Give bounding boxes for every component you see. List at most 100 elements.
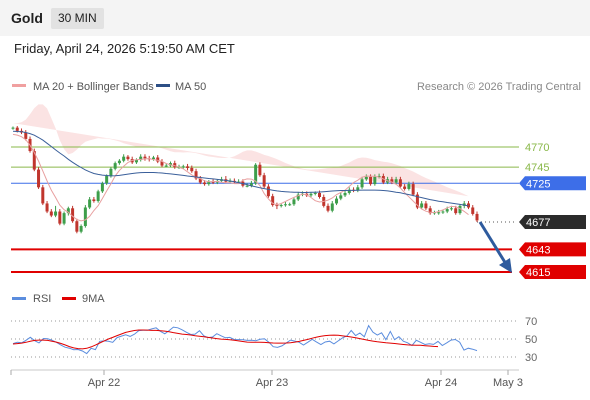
candle-body (58, 211, 62, 224)
candle-body (458, 205, 462, 214)
candle-body (398, 179, 402, 187)
candle-body (54, 211, 58, 216)
candle-body (190, 167, 194, 172)
candle-body (279, 205, 283, 207)
x-tick-label: Apr 22 (88, 377, 120, 389)
candle-body (317, 192, 321, 197)
candle-body (100, 183, 104, 192)
candle-body (330, 203, 334, 211)
level-label-4725: 4725 (526, 178, 550, 190)
candle-body (266, 186, 270, 197)
candle-body (92, 199, 96, 202)
candle-body (207, 181, 211, 185)
level-label-4745: 4745 (525, 162, 549, 174)
rsi-tick-70: 70 (525, 316, 537, 328)
bollinger-band (13, 104, 469, 197)
candle-body (32, 151, 36, 170)
candle-body (394, 179, 398, 183)
candle-body (75, 221, 79, 232)
rsi-ma-legend-swatch (62, 297, 76, 300)
candle-body (258, 164, 262, 176)
x-tick-label: May 3 (493, 377, 523, 389)
candle-body (262, 175, 266, 187)
rsi-legend-label: RSI (33, 293, 51, 305)
rsi-ma-line (12, 329, 439, 350)
candle-body (377, 176, 381, 178)
candle-body (407, 184, 411, 189)
chart-header: Gold 30 MIN (0, 0, 590, 36)
candle-body (211, 181, 215, 183)
rsi-legend-swatch (12, 297, 26, 300)
candle-body (83, 207, 87, 227)
candle-body (79, 226, 83, 232)
candle-body (420, 203, 424, 208)
candle-body (288, 204, 292, 206)
candle-body (11, 127, 15, 129)
ma50-legend-swatch (156, 84, 170, 87)
candle-body (164, 165, 168, 167)
candle-body (24, 132, 28, 139)
candle-body (198, 178, 202, 183)
candle-body (143, 156, 147, 159)
candle-body (271, 196, 275, 206)
candle-body (15, 127, 19, 131)
candle-body (134, 159, 138, 163)
candle-body (454, 208, 458, 214)
rsi-tick-50: 50 (525, 334, 537, 346)
candle-body (254, 164, 258, 184)
candle-body (449, 208, 453, 210)
ma20-line (12, 133, 469, 222)
candle-body (309, 193, 313, 196)
candle-body (88, 199, 92, 208)
candle-body (296, 194, 300, 200)
candle-body (139, 156, 143, 160)
ma20-legend-swatch (12, 84, 26, 87)
candle-body (313, 192, 317, 194)
candle-body (173, 163, 177, 168)
candle-body (275, 205, 279, 207)
candle-body (471, 207, 475, 214)
level-label-4615: 4615 (526, 267, 550, 279)
candle-body (428, 208, 432, 214)
candle-body (194, 171, 198, 179)
candle-body (335, 198, 339, 204)
candle-body (283, 204, 287, 206)
candle-body (390, 179, 394, 183)
candle-body (62, 213, 66, 224)
ma20-legend-label: MA 20 + Bollinger Bands (33, 81, 154, 93)
candle-body (117, 160, 121, 164)
timeframe-button[interactable]: 30 MIN (51, 8, 104, 29)
candle-body (41, 187, 45, 204)
projection-arrow-head (499, 258, 512, 273)
rsi-line (12, 324, 478, 355)
x-tick-label: Apr 23 (256, 377, 288, 389)
candle-body (45, 203, 49, 212)
level-tag-4677 (519, 215, 586, 229)
ma50-legend-label: MA 50 (175, 81, 206, 93)
candle-body (122, 156, 126, 161)
level-tag-4725 (519, 176, 586, 191)
candle-body (347, 189, 351, 193)
level-tag-4615 (519, 265, 586, 279)
candle-body (37, 169, 41, 188)
candle-body (403, 186, 407, 189)
rsi-tick-30: 30 (525, 352, 537, 364)
candle-body (339, 195, 343, 199)
candle-body (169, 163, 173, 166)
rsi-ma-legend-label: 9MA (82, 293, 105, 305)
level-label-4643: 4643 (526, 244, 550, 256)
candle-body (181, 166, 185, 168)
candle-body (156, 157, 160, 162)
candle-body (369, 176, 373, 185)
candle-body (203, 182, 207, 185)
candle-body (109, 168, 113, 177)
candle-body (360, 179, 364, 188)
research-credit: Research © 2026 Trading Central (417, 81, 581, 93)
candle-body (415, 194, 419, 208)
candle-body (445, 209, 449, 212)
candle-body (424, 203, 428, 209)
level-tag-4643 (519, 242, 586, 257)
candle-body (441, 211, 445, 213)
candle-body (343, 192, 347, 196)
